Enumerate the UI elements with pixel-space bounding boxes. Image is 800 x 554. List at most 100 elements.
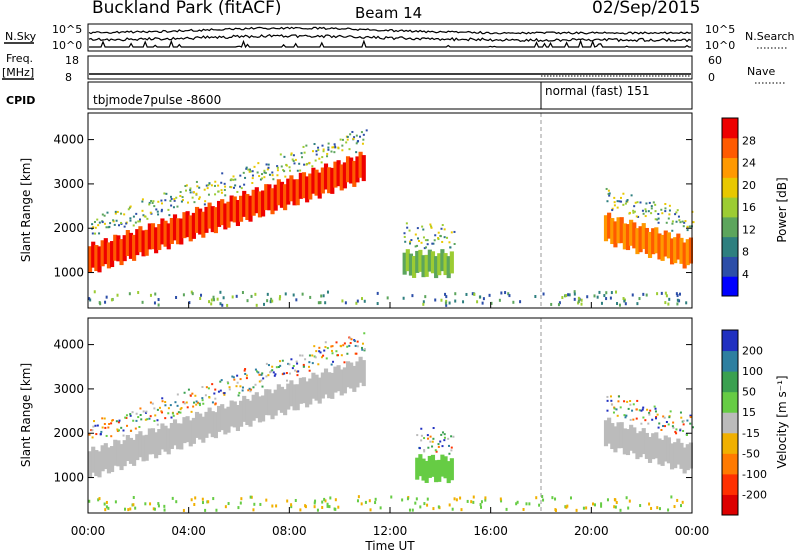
power-scatter-point — [422, 300, 425, 304]
power-speckle — [172, 206, 175, 209]
velocity-scatter-point — [105, 500, 108, 504]
velocity-speckle — [340, 354, 343, 357]
velocity-scatter-point — [625, 496, 628, 500]
nsky-trace — [88, 26, 692, 49]
power-scatter-point — [210, 302, 213, 306]
velocity-scatter-point — [542, 498, 545, 502]
power-cell — [194, 206, 200, 233]
velocity-speckle — [117, 421, 120, 424]
velocity-speckle — [654, 407, 657, 410]
power-colorbar-tick: 8 — [742, 246, 749, 259]
velocity-scatter-point — [326, 504, 329, 508]
velocity-speckle — [324, 341, 327, 344]
power-speckle — [409, 242, 412, 245]
power-speckle — [341, 144, 344, 147]
velocity-speckle — [308, 369, 311, 372]
velocity-speckle — [211, 383, 214, 386]
power-speckle — [654, 203, 657, 206]
velocity-scatter-point — [326, 502, 329, 506]
velocity-cell — [232, 401, 237, 428]
velocity-speckle — [261, 372, 264, 375]
velocity-speckle — [654, 410, 657, 413]
power-speckle — [681, 220, 684, 223]
velocity-scatter-point — [364, 500, 367, 504]
velocity-speckle — [440, 433, 443, 436]
velocity-speckle — [426, 434, 429, 437]
velocity-scatter-point — [667, 508, 670, 512]
velocity-scatter-point — [453, 497, 456, 501]
power-scatter-point — [363, 299, 366, 303]
velocity-speckle — [429, 440, 432, 443]
power-speckle — [240, 187, 243, 190]
power-speckle — [327, 146, 330, 149]
power-speckle — [650, 205, 653, 208]
velocity-speckle — [258, 380, 261, 383]
velocity-speckle — [91, 429, 94, 432]
velocity-speckle — [261, 385, 264, 388]
power-speckle — [220, 189, 223, 192]
power-cell — [229, 195, 234, 222]
velocity-scatter-point — [528, 502, 531, 506]
power-scatter-point — [605, 297, 608, 301]
velocity-scatter-point — [224, 505, 227, 509]
velocity-cell — [154, 432, 159, 459]
power-speckle — [688, 225, 691, 228]
velocity-cell — [226, 406, 231, 433]
velocity-speckle — [288, 363, 291, 366]
power-scatter-point — [154, 292, 157, 296]
power-cell — [179, 218, 184, 245]
velocity-speckle — [443, 436, 446, 439]
velocity-speckle — [226, 381, 229, 384]
power-cell — [276, 179, 281, 206]
velocity-cell — [116, 440, 121, 467]
power-speckle — [654, 210, 657, 213]
cpid-mode-a: tbjmode7pulse -8600 — [93, 93, 221, 107]
velocity-speckle — [275, 366, 278, 369]
power-speckle — [644, 208, 647, 211]
velocity-speckle — [296, 362, 299, 365]
power-speckle — [127, 208, 130, 211]
velocity-speckle — [361, 348, 364, 351]
power-speckle — [103, 222, 106, 225]
velocity-cell — [449, 458, 454, 481]
power-speckle — [665, 221, 668, 224]
nsearch-line — [88, 33, 692, 43]
velocity-speckle — [198, 402, 201, 405]
velocity-colorbar-swatch — [722, 432, 738, 454]
velocity-speckle — [619, 406, 622, 409]
power-speckle — [196, 185, 199, 188]
power-cell — [116, 235, 121, 262]
power-scatter-point — [376, 302, 379, 306]
velocity-colorbar-label: Velocity [m s⁻¹] — [775, 375, 789, 468]
velocity-scatter-point — [204, 508, 207, 512]
velocity-speckle — [319, 351, 322, 354]
time-x-ticks: 00:00 04:00 08:00 12:00 16:00 20:00 00:00 — [71, 302, 709, 538]
power-speckle — [632, 209, 635, 212]
power-cell — [688, 237, 693, 264]
velocity-speckle — [117, 429, 120, 432]
power-scatter-point — [577, 296, 580, 300]
velocity-speckle — [180, 407, 183, 410]
power-cell — [308, 173, 313, 200]
power-scatter-point — [444, 292, 447, 296]
velocity-speckle — [343, 361, 346, 364]
velocity-cell — [216, 405, 222, 432]
velocity-scatter-point — [107, 506, 110, 510]
power-speckle — [146, 217, 149, 220]
velocity-speckle — [219, 380, 222, 383]
velocity-near-range-scatter — [88, 495, 684, 512]
y-tick-label: 2000 — [53, 221, 84, 235]
velocity-speckle — [161, 400, 164, 403]
cpid-strip: CPID tbjmode7pulse -8600 normal (fast) 1… — [6, 81, 693, 110]
velocity-speckle — [668, 415, 671, 418]
velocity-cell — [311, 372, 316, 399]
power-scatter-point — [424, 295, 427, 299]
power-speckle — [141, 198, 144, 201]
velocity-speckle — [336, 354, 339, 357]
velocity-speckle — [339, 344, 342, 347]
velocity-speckle — [153, 407, 156, 410]
velocity-speckle — [252, 386, 255, 389]
power-speckle — [443, 228, 446, 231]
power-cell — [91, 241, 96, 268]
power-scatter-point — [440, 298, 443, 302]
